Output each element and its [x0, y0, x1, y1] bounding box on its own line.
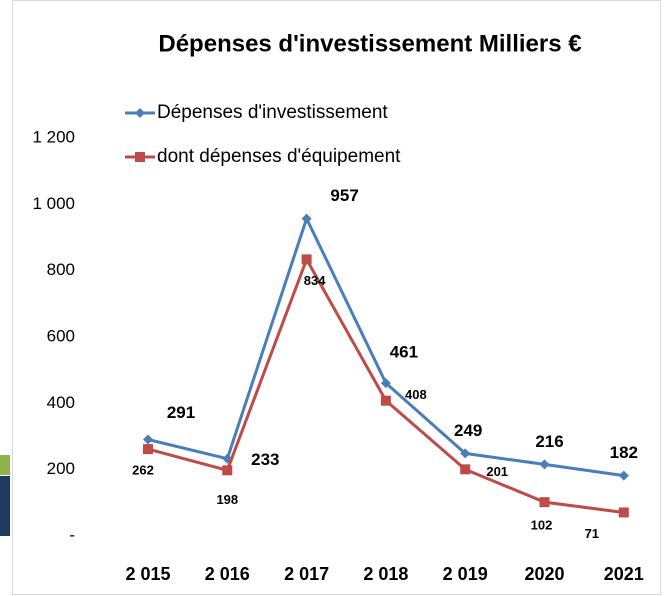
data-label: 102	[531, 518, 553, 533]
y-tick-label: 600	[47, 326, 75, 345]
marker	[380, 378, 391, 389]
data-label: 198	[216, 492, 238, 507]
marker	[301, 213, 312, 224]
data-label: 233	[251, 450, 279, 469]
marker	[539, 459, 550, 470]
data-label: 408	[405, 387, 427, 402]
marker	[460, 448, 471, 459]
data-label: 201	[486, 464, 508, 479]
x-tick-label: 2 016	[205, 564, 250, 584]
y-tick-label: 1 000	[32, 194, 75, 213]
x-tick-label: 2 018	[363, 564, 408, 584]
data-label: 291	[167, 403, 195, 422]
y-tick-label: 800	[47, 260, 75, 279]
chart-border	[12, 0, 661, 595]
marker	[460, 464, 471, 475]
marker	[135, 108, 145, 118]
data-label: 461	[390, 343, 418, 362]
x-tick-label: 2020	[524, 564, 564, 584]
data-label: 957	[330, 186, 358, 205]
decoration	[0, 476, 10, 536]
x-tick-label: 2 015	[125, 564, 170, 584]
marker	[143, 434, 153, 445]
chart-title: Dépenses d'investissement Milliers €	[158, 30, 581, 57]
x-tick-label: 2 017	[284, 564, 329, 584]
marker	[135, 152, 145, 162]
decoration	[0, 455, 10, 475]
data-label: 71	[585, 526, 599, 541]
marker	[143, 444, 153, 455]
marker	[618, 470, 629, 481]
x-tick-label: 2021	[604, 564, 644, 584]
legend-label: dont dépenses d'équipement	[157, 146, 401, 167]
x-tick-label: 2 019	[443, 564, 488, 584]
marker	[301, 254, 312, 265]
marker	[380, 395, 391, 406]
data-label: 262	[132, 463, 154, 478]
data-label: 834	[304, 273, 326, 288]
marker	[539, 497, 550, 508]
data-label: 249	[454, 421, 482, 440]
y-tick-label: 400	[47, 393, 75, 412]
legend-label: Dépenses d'investissement	[157, 102, 388, 123]
y-tick-label: 1 200	[32, 127, 75, 146]
data-label: 182	[610, 443, 638, 462]
y-tick-label: -	[69, 525, 75, 544]
marker	[618, 507, 629, 518]
y-tick-label: 200	[47, 459, 75, 478]
data-label: 216	[535, 432, 563, 451]
marker	[222, 465, 233, 476]
